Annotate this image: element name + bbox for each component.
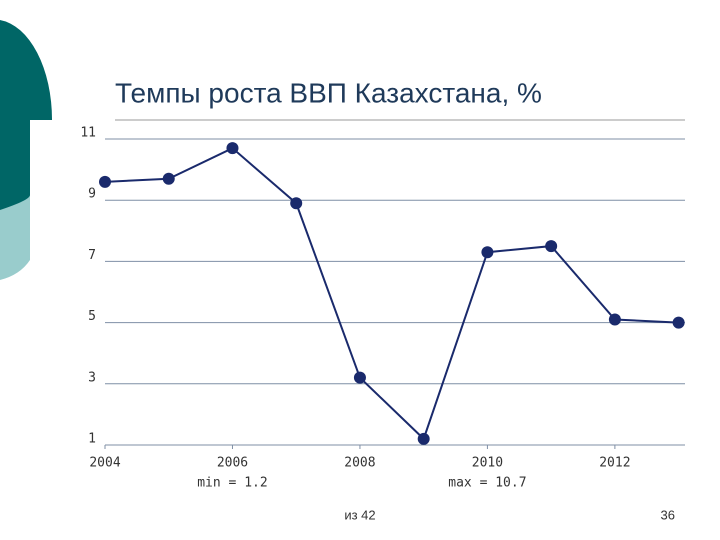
data-point	[162, 172, 175, 185]
page-number: 36	[661, 507, 675, 522]
data-point	[608, 313, 621, 326]
data-point	[290, 197, 303, 210]
y-tick-label: 11	[80, 126, 96, 141]
decoration	[0, 20, 53, 220]
annotation: max = 10.7	[448, 476, 526, 491]
x-tick-label: 2008	[344, 456, 375, 471]
chart-title: Темпы роста ВВП Казахстана, %	[115, 77, 542, 108]
data-point	[99, 175, 111, 188]
data-point	[353, 371, 366, 384]
data-point	[545, 240, 558, 253]
data-point	[672, 316, 685, 329]
x-tick-label: 2010	[472, 456, 503, 471]
x-tick-label: 2012	[599, 456, 630, 471]
annotation: min = 1.2	[197, 476, 267, 491]
data-line	[104, 146, 679, 441]
decoration	[0, 195, 30, 280]
y-tick-label: 7	[88, 248, 96, 263]
y-tick-label: 9	[88, 187, 96, 202]
x-tick-label: 2006	[217, 456, 248, 471]
data-point	[417, 432, 430, 445]
y-tick-label: 3	[88, 370, 96, 385]
y-tick-label: 5	[88, 309, 96, 324]
footer-source: из 42	[344, 507, 375, 522]
data-point	[481, 246, 494, 259]
x-tick-label: 2004	[89, 456, 120, 471]
data-point	[226, 142, 239, 155]
y-tick-label: 1	[88, 432, 96, 447]
